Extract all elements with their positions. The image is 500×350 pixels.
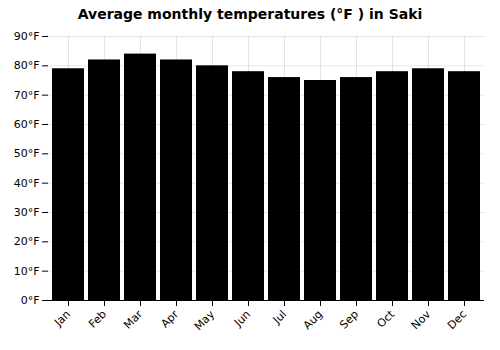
svg-text:Nov: Nov [409, 307, 434, 332]
svg-text:50°F: 50°F [14, 147, 40, 160]
svg-text:90°F: 90°F [14, 30, 40, 43]
svg-text:20°F: 20°F [14, 235, 40, 248]
svg-text:Aug: Aug [301, 308, 325, 332]
svg-text:Sep: Sep [337, 308, 361, 332]
svg-text:Feb: Feb [86, 308, 109, 331]
svg-text:Jan: Jan [51, 308, 73, 330]
svg-text:40°F: 40°F [14, 177, 40, 190]
svg-text:Dec: Dec [445, 308, 469, 332]
svg-text:70°F: 70°F [14, 89, 40, 102]
svg-text:Mar: Mar [121, 307, 145, 331]
html-text:Average monthly temperatures (: Average monthly temperatures (°F ) in Sa… [77, 6, 423, 22]
svg-text:May: May [192, 307, 218, 333]
svg-text:Jul: Jul [270, 308, 289, 327]
svg-text:10°F: 10°F [14, 265, 40, 278]
svg-text:Jun: Jun [231, 308, 253, 330]
svg-text:30°F: 30°F [14, 206, 40, 219]
svg-text:Apr: Apr [158, 307, 181, 330]
svg-text:60°F: 60°F [14, 118, 40, 131]
svg-text:Oct: Oct [374, 307, 397, 330]
svg-text:0°F: 0°F [21, 294, 40, 307]
svg-text:80°F: 80°F [14, 59, 40, 72]
